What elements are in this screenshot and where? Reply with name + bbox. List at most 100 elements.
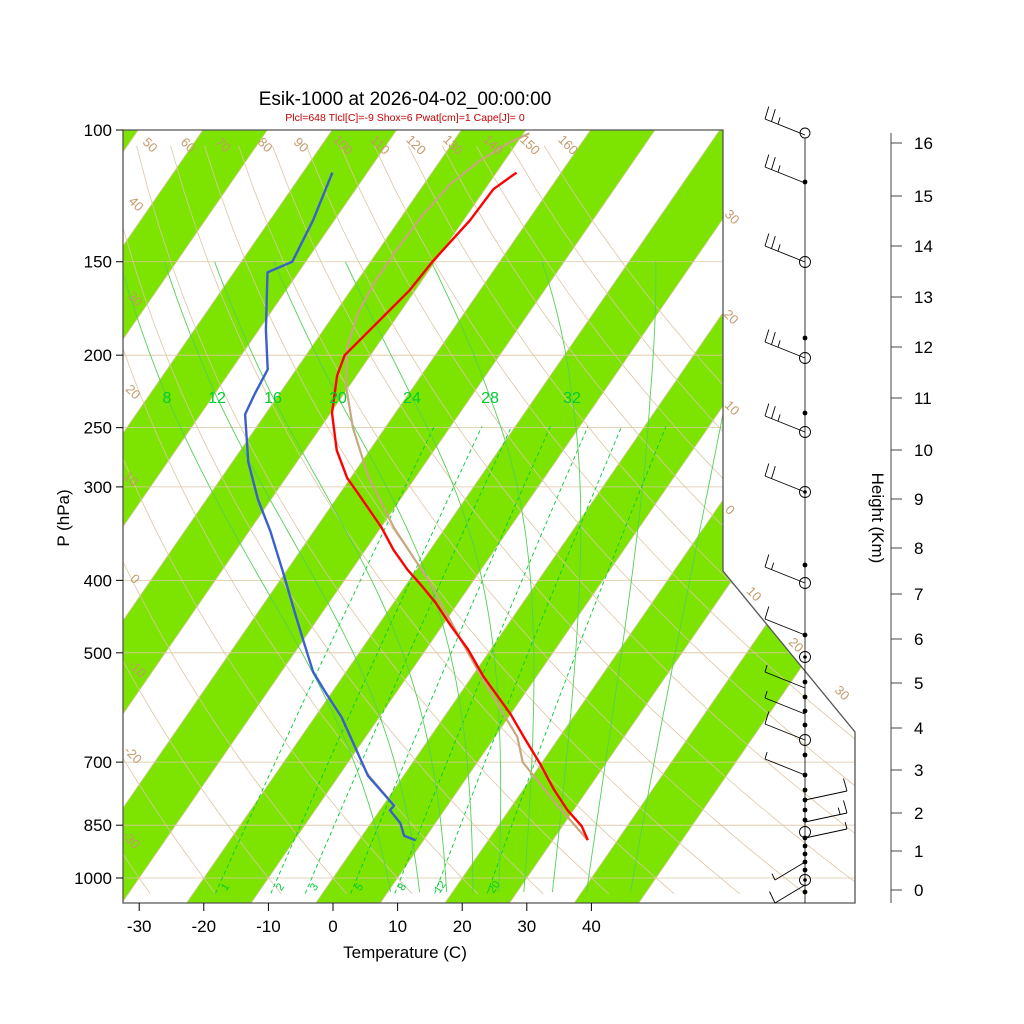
wind-barb: [764, 554, 806, 584]
temperature-axis: -30 -20 -10 0 10 20 30 40 Temperature (C): [127, 903, 601, 962]
wind-level-circle: [799, 577, 811, 589]
wind-barb: [764, 711, 806, 741]
temp-tick-label: 0: [328, 917, 337, 936]
mixing-ratio-label: 5: [353, 881, 366, 893]
wind-barb: [771, 861, 806, 881]
wind-barb: [764, 463, 806, 493]
wind-level-dot: [802, 179, 808, 185]
wind-barb: [764, 690, 806, 715]
height-tick-label: 5: [914, 674, 923, 693]
mixing-ratio-label: 2: [274, 881, 287, 893]
height-tick-label: 11: [914, 389, 932, 408]
dry-adiabat-label: 120: [403, 132, 429, 158]
wind-level-dot: [802, 562, 808, 568]
pressure-tick-label: 200: [84, 346, 112, 365]
height-tick-label: 12: [914, 338, 933, 357]
height-tick-label: 3: [914, 761, 923, 780]
temp-tick-label: 30: [517, 917, 536, 936]
dry-adiabat-label: 0: [127, 571, 143, 587]
wind-level-dot: [802, 807, 808, 813]
wind-level-dot: [802, 843, 808, 849]
wind-barb: [764, 664, 806, 689]
temp-tick-label: 20: [453, 917, 472, 936]
height-tick-label: 2: [914, 804, 923, 823]
wind-barb: [764, 403, 806, 433]
wind-level-circledot: [799, 486, 811, 498]
mixing-ratio-label: 3: [308, 881, 321, 893]
temperature-curve: [330, 171, 589, 841]
wind-barb: [764, 154, 806, 184]
pressure-tick-label: 500: [84, 644, 112, 663]
moist-adiabat-label: 8: [163, 390, 172, 407]
parcel-trace-curve: [344, 132, 589, 841]
wind-barb: [764, 106, 806, 136]
wind-barb: [764, 233, 806, 263]
mixing-ratio-label: 12: [432, 879, 449, 896]
dry-adiabat-label: 20: [123, 381, 144, 402]
wind-barb: [769, 884, 806, 904]
wind-level-dot: [802, 335, 808, 341]
height-tick-label: 10: [914, 441, 933, 460]
sounding-indices-subtitle: Plcl=648 Tlcl[C]=-9 Shox=6 Pwat[cm]=1 Ca…: [285, 112, 525, 124]
height-tick-label: 4: [914, 719, 923, 738]
wind-level-dot: [802, 722, 808, 728]
wind-level-dot: [802, 410, 808, 416]
wind-barb-column: [764, 106, 848, 904]
wind-level-dot: [802, 694, 808, 700]
moist-adiabat-label: 16: [264, 390, 282, 407]
height-tick-label: 8: [914, 539, 923, 558]
mixing-ratio-label: 8: [396, 881, 409, 893]
right-edge-label: 30: [722, 206, 743, 227]
pressure-tick-label: 100: [84, 121, 112, 140]
wind-level-dot: [802, 787, 808, 793]
right-edge-label: 10: [722, 397, 743, 418]
wind-barb: [804, 822, 848, 839]
pressure-tick-label: 1000: [74, 869, 112, 888]
right-edge-label: 20: [721, 306, 742, 327]
right-edge-label: 0: [722, 502, 738, 518]
wind-level-dot: [802, 889, 808, 895]
temp-tick-label: -20: [192, 917, 217, 936]
wind-level-dot: [802, 752, 808, 758]
wind-level-dot: [802, 817, 808, 823]
wind-barb: [764, 751, 806, 776]
wind-barb: [804, 800, 848, 823]
pressure-axis: 100 150 200 250 300 400 500 700 850 1000 P (hPa): [54, 121, 123, 888]
wind-barb: [804, 778, 848, 801]
wind-top-marker: [799, 127, 811, 139]
pressure-tick-label: 250: [84, 419, 112, 438]
plot-frame: [122, 129, 856, 904]
pressure-tick-label: 300: [84, 478, 112, 497]
pressure-axis-title: P (hPa): [54, 489, 73, 546]
pressure-tick-label: 400: [84, 571, 112, 590]
moist-adiabat-label: 28: [481, 390, 499, 407]
height-tick-label: 15: [914, 187, 933, 206]
height-tick-label: 14: [914, 237, 933, 256]
moist-adiabat-label: 32: [563, 390, 581, 407]
wind-level-circle: [799, 734, 811, 746]
temp-tick-label: -30: [127, 917, 152, 936]
temperature-axis-title: Temperature (C): [343, 943, 467, 962]
height-axis-title: Height (Km): [868, 473, 887, 564]
wind-level-dot: [802, 851, 808, 857]
pressure-gridlines: [123, 261, 855, 879]
height-tick-label: 16: [914, 134, 933, 153]
height-tick-label: 13: [914, 288, 933, 307]
pressure-tick-label: 850: [84, 816, 112, 835]
mixing-ratio-label: 1: [219, 881, 232, 893]
wind-level-circle: [799, 826, 811, 838]
page-title: Esik-1000 at 2026-04-02_00:00:00: [258, 89, 552, 110]
dry-adiabat-label: 90: [291, 134, 312, 155]
wind-level-dot: [802, 708, 808, 714]
wind-level-circle: [799, 352, 811, 364]
height-tick-label: 0: [914, 881, 923, 900]
height-tick-label: 1: [914, 842, 923, 861]
height-tick-label: 9: [914, 490, 923, 509]
mixing-ratio-label: 20: [486, 879, 503, 896]
wind-barb: [764, 606, 806, 636]
wind-level-dot: [802, 867, 808, 873]
temp-tick-label: -10: [256, 917, 281, 936]
